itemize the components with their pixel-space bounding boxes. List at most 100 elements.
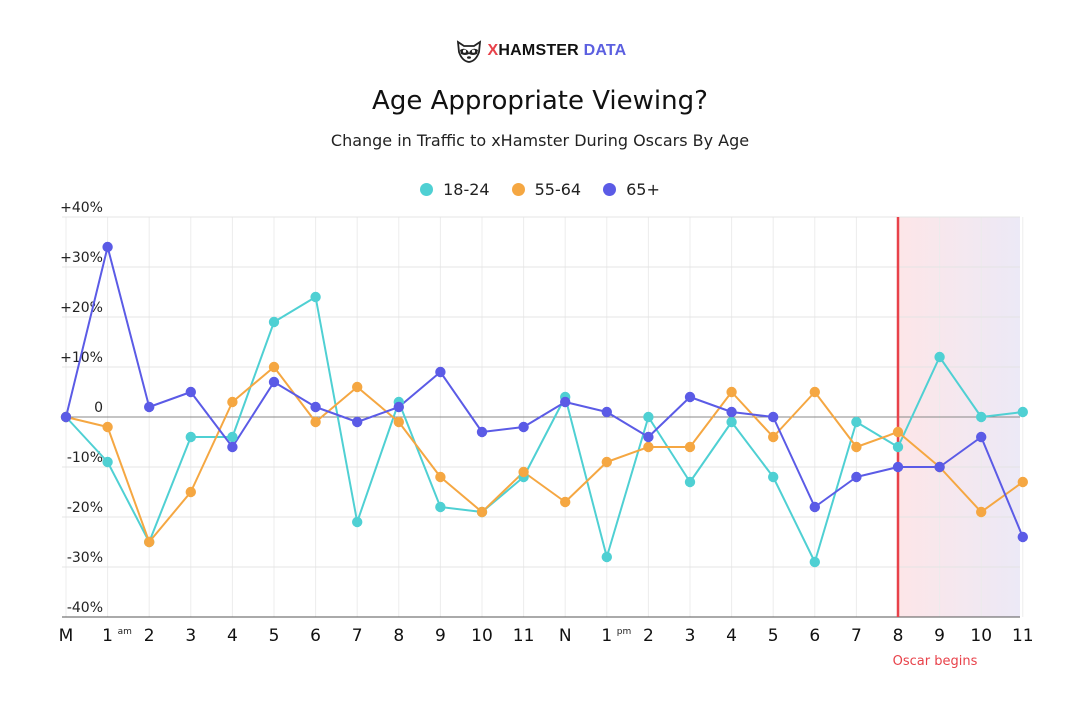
data-point-55-64 — [102, 421, 113, 433]
series-line-65+ — [65, 246, 1024, 538]
data-point-65+ — [435, 366, 446, 378]
legend-item-55-64[interactable]: 55-64 — [511, 180, 582, 199]
data-point-55-64 — [851, 441, 862, 453]
x-tick-label: 8 — [393, 626, 404, 646]
data-point-55-64 — [435, 471, 446, 483]
data-point-18-24 — [892, 441, 904, 453]
x-tick-label: 6 — [310, 626, 321, 646]
data-point-65+ — [560, 396, 571, 408]
data-point-65+ — [684, 391, 696, 403]
x-tick-label: 2 — [643, 626, 654, 646]
data-point-55-64 — [227, 396, 238, 408]
y-tick-label: +40% — [60, 200, 103, 216]
data-point-18-24 — [809, 556, 820, 568]
data-point-65+ — [352, 416, 363, 428]
data-point-55-64 — [560, 496, 571, 508]
series-line-55-64 — [65, 366, 1024, 543]
data-point-65+ — [102, 241, 113, 253]
legend-item-18-24[interactable]: 18-24 — [420, 180, 490, 199]
raccoon-face-icon — [456, 40, 481, 63]
x-tick-label: 8 — [893, 626, 904, 646]
data-point-55-64 — [144, 536, 155, 548]
data-point-55-64 — [393, 416, 404, 428]
x-tick-label: 5 — [269, 626, 280, 646]
data-point-55-64 — [518, 466, 529, 478]
data-point-65+ — [934, 461, 945, 473]
data-point-65+ — [310, 401, 321, 413]
data-point-18-24 — [684, 476, 696, 488]
data-point-65+ — [268, 376, 280, 388]
data-point-65+ — [393, 401, 404, 413]
data-point-65+ — [976, 431, 987, 443]
data-point-55-64 — [352, 381, 363, 393]
y-tick-label: +10% — [60, 350, 103, 366]
x-tick-label: 4 — [726, 626, 737, 646]
data-point-55-64 — [684, 441, 696, 453]
x-tick-superscript: pm — [617, 627, 631, 637]
logo-hamster: HAMSTER — [498, 42, 579, 59]
x-tick-label: 4 — [227, 626, 238, 646]
x-tick-label: 2 — [144, 626, 155, 646]
x-tick-label: 1 — [102, 626, 113, 646]
legend-label-65-plus: 65+ — [626, 180, 660, 199]
data-point-65+ — [227, 441, 238, 453]
data-point-65+ — [144, 401, 155, 413]
data-point-18-24 — [768, 471, 779, 483]
data-point-65+ — [768, 411, 779, 423]
data-point-65+ — [892, 461, 904, 473]
data-point-65+ — [185, 386, 196, 398]
x-tick-label: 11 — [1012, 626, 1034, 646]
data-point-65+ — [726, 406, 737, 418]
x-tick-label: 6 — [809, 626, 820, 646]
x-tick-label: 10 — [471, 626, 493, 646]
data-point-55-64 — [476, 506, 488, 518]
y-tick-label: -30% — [67, 550, 103, 566]
legend-item-65-plus[interactable]: 65+ — [603, 180, 660, 199]
data-point-18-24 — [851, 416, 862, 428]
data-point-18-24 — [601, 551, 612, 563]
x-tick-label: M — [59, 626, 74, 646]
data-point-55-64 — [310, 416, 321, 428]
data-point-65+ — [643, 431, 654, 443]
x-tick-label: 9 — [435, 626, 446, 646]
data-point-55-64 — [185, 486, 196, 498]
x-tick-label: 7 — [851, 626, 862, 646]
x-tick-label: 1 — [601, 626, 612, 646]
legend-label-55-64: 55-64 — [534, 180, 582, 199]
data-point-55-64 — [1017, 476, 1028, 488]
data-point-18-24 — [102, 456, 113, 468]
data-point-18-24 — [435, 501, 446, 513]
data-point-65+ — [809, 501, 820, 513]
y-tick-label: 0 — [94, 400, 103, 416]
data-point-55-64 — [726, 386, 737, 398]
legend-marker-65-plus — [603, 183, 617, 196]
data-point-65+ — [601, 406, 612, 418]
data-point-65+ — [476, 426, 488, 438]
x-tick-label: 3 — [185, 626, 196, 646]
logo-x: X — [487, 42, 499, 59]
legend-marker-18-24 — [420, 183, 434, 196]
data-point-55-64 — [768, 431, 779, 443]
x-tick-label: N — [559, 626, 572, 646]
x-tick-label: 5 — [768, 626, 779, 646]
series-line-18-24 — [65, 296, 1023, 563]
legend-label-18-24: 18-24 — [443, 180, 490, 199]
data-point-18-24 — [934, 351, 945, 363]
data-point-18-24 — [1017, 406, 1028, 418]
data-point-55-64 — [268, 361, 280, 373]
logo-data: DATA — [583, 42, 627, 59]
y-tick-label: -40% — [67, 600, 103, 616]
data-point-55-64 — [643, 441, 654, 453]
x-tick-superscript: am — [118, 627, 132, 637]
x-tick-label: 3 — [685, 626, 696, 646]
y-tick-label: -20% — [67, 500, 103, 516]
data-point-18-24 — [352, 516, 363, 528]
data-point-65+ — [851, 471, 862, 483]
data-point-18-24 — [310, 291, 321, 303]
y-tick-label: +20% — [60, 300, 103, 316]
y-tick-label: +30% — [60, 250, 103, 266]
data-point-65+ — [60, 411, 72, 423]
data-point-55-64 — [601, 456, 612, 468]
oscar-begins-label: Oscar begins — [893, 654, 978, 669]
data-point-55-64 — [892, 426, 904, 438]
